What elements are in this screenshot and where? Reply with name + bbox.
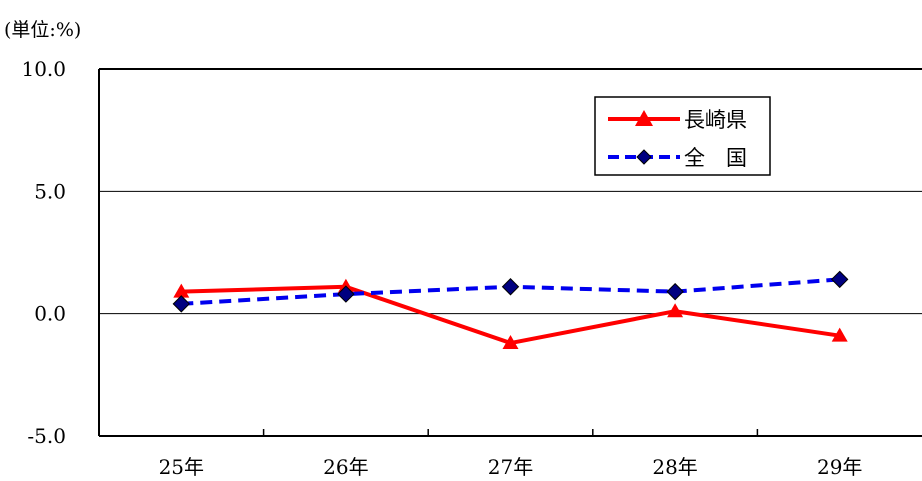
x-tick-label: 29年	[817, 455, 862, 479]
series-1	[172, 270, 849, 313]
data-point-diamond	[501, 278, 520, 296]
gridlines	[99, 190, 922, 315]
data-point-diamond	[830, 270, 849, 289]
data-point-triangle	[502, 335, 519, 350]
legend-label-national: 全 国	[684, 146, 747, 170]
y-tick-label: 10.0	[21, 57, 66, 81]
x-tick-labels: 25年 26年 27年 28年 29年	[159, 455, 863, 479]
data-point-diamond	[172, 295, 191, 313]
y-tick-label: 0.0	[34, 302, 66, 326]
x-tick-label: 26年	[323, 455, 368, 479]
axes	[98, 68, 922, 437]
y-tick-labels: 10.0 5.0 0.0 -5.0	[21, 57, 66, 448]
data-point-triangle	[831, 327, 848, 342]
legend: 長崎県 全 国	[594, 96, 771, 176]
unit-label: (単位:%)	[4, 19, 81, 41]
data-point-diamond	[666, 282, 684, 301]
y-tick-label: -5.0	[27, 424, 66, 448]
legend-box	[594, 96, 771, 176]
data-point-diamond	[337, 285, 355, 303]
legend-marker-triangle-icon	[635, 110, 653, 126]
legend-marker-diamond-icon	[636, 149, 652, 165]
data-point-triangle	[667, 303, 684, 318]
data-point-triangle	[173, 283, 190, 298]
x-tick-label: 28年	[652, 455, 697, 479]
x-tick-label: 25年	[159, 455, 204, 479]
y-tick-label: 5.0	[34, 179, 66, 203]
series-layer	[172, 270, 849, 350]
legend-label-nagasaki: 長崎県	[684, 108, 747, 132]
x-tick-label: 27年	[488, 455, 533, 479]
